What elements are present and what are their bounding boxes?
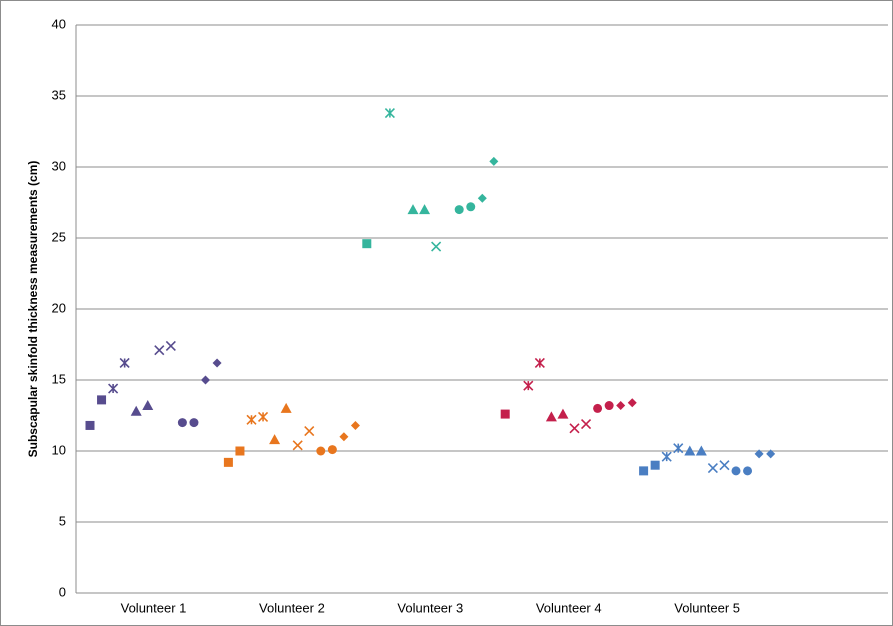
marker-diamond [339, 432, 349, 442]
marker-circle [316, 446, 326, 456]
marker-triangle [419, 204, 431, 215]
marker-x [154, 345, 165, 356]
y-tick-label: 30 [52, 158, 66, 173]
marker-triangle [142, 400, 154, 411]
y-tick-label: 40 [52, 16, 66, 31]
marker-square [650, 460, 660, 470]
marker-x [292, 440, 303, 451]
marker-triangle [407, 204, 419, 215]
marker-star [119, 357, 130, 369]
marker-triangle [280, 402, 292, 413]
marker-square [500, 409, 510, 419]
marker-triangle [269, 434, 281, 445]
marker-triangle [695, 445, 707, 456]
marker-circle [593, 403, 603, 413]
marker-diamond [350, 420, 360, 430]
marker-square [639, 466, 649, 476]
y-tick-label: 35 [52, 87, 66, 102]
marker-star [246, 414, 257, 425]
marker-circle [177, 418, 187, 428]
marker-x [580, 418, 592, 430]
marker-circle [731, 466, 741, 476]
marker-diamond [489, 156, 499, 166]
marker-x [304, 426, 315, 437]
x-tick-label: Volunteer 4 [536, 600, 602, 615]
marker-triangle [557, 408, 569, 419]
marker-circle [327, 445, 337, 455]
marker-x [165, 340, 176, 351]
marker-diamond [754, 449, 764, 459]
marker-star [661, 451, 672, 462]
marker-circle [466, 202, 476, 212]
marker-square [85, 420, 95, 430]
marker-diamond [477, 193, 487, 203]
marker-triangle [545, 411, 557, 422]
marker-diamond [627, 398, 637, 408]
marker-circle [604, 401, 614, 411]
y-axis-title: Subscapular skinfold thickness measureme… [26, 161, 40, 458]
y-tick-label: 5 [59, 513, 66, 528]
marker-x [719, 460, 730, 471]
marker-triangle [130, 405, 142, 416]
marker-circle [454, 205, 464, 215]
marker-triangle [684, 445, 696, 456]
x-tick-label: Volunteer 2 [259, 600, 325, 615]
y-tick-label: 25 [52, 229, 66, 244]
marker-circle [743, 466, 753, 476]
marker-star [384, 107, 395, 119]
marker-diamond [766, 449, 776, 459]
marker-diamond [212, 358, 222, 368]
x-tick-label: Volunteer 1 [121, 600, 187, 615]
marker-diamond [616, 401, 626, 411]
marker-star [534, 357, 545, 369]
marker-star [523, 380, 534, 391]
marker-x [569, 423, 580, 434]
x-tick-label: Volunteer 3 [397, 600, 463, 615]
y-tick-label: 0 [59, 584, 66, 599]
marker-square [97, 395, 107, 405]
marker-star [108, 383, 119, 394]
y-tick-label: 20 [52, 300, 66, 315]
y-tick-label: 15 [52, 371, 66, 386]
y-tick-label: 10 [52, 442, 66, 457]
x-tick-label: Volunteer 5 [674, 600, 740, 615]
marker-square [362, 239, 372, 249]
marker-x [431, 241, 442, 252]
marker-diamond [201, 375, 210, 385]
marker-x [707, 462, 718, 474]
marker-square [223, 457, 233, 467]
marker-star [673, 443, 684, 454]
marker-circle [189, 418, 199, 428]
marker-star [257, 411, 269, 422]
marker-square [235, 446, 245, 456]
